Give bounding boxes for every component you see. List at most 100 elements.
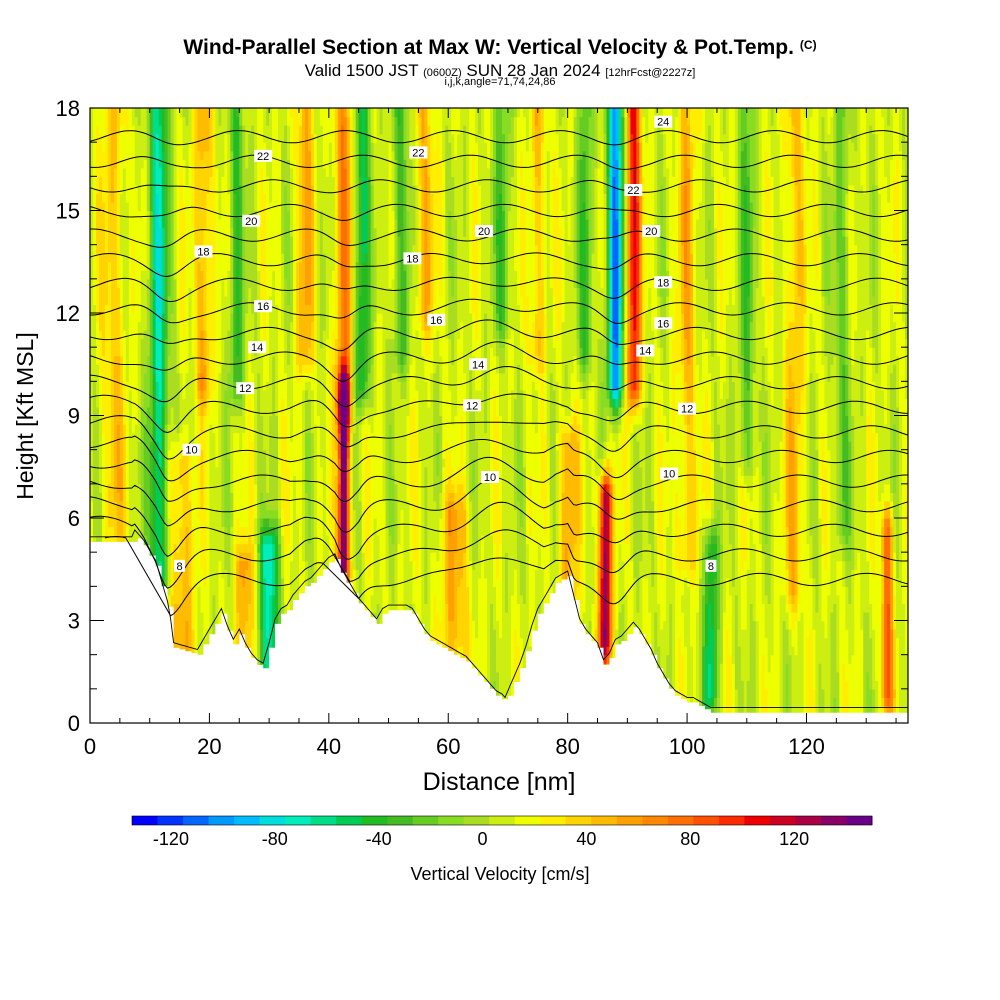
velocity-cell [167,193,172,203]
velocity-cell [152,253,157,263]
velocity-cell [110,535,115,545]
velocity-cell [140,295,145,306]
velocity-cell [104,261,109,271]
velocity-cell [95,330,100,340]
velocity-cell [185,372,190,382]
velocity-cell [170,210,175,220]
velocity-cell [185,184,190,195]
velocity-cell [104,193,109,203]
velocity-cell [143,253,148,263]
velocity-cell [134,398,139,408]
velocity-cell [146,518,151,528]
velocity-cell [110,347,115,357]
velocity-cell [182,287,187,297]
velocity-cell [110,210,115,220]
velocity-cell [161,560,166,570]
velocity-cell [92,304,97,314]
velocity-cell [176,569,181,579]
velocity-cell [92,159,97,169]
velocity-cell [110,381,115,391]
velocity-cell [137,236,142,246]
velocity-cell [194,466,199,476]
velocity-cell [191,398,196,408]
velocity-cell [101,116,106,126]
velocity-cell [116,475,121,485]
velocity-cell [182,321,187,331]
velocity-cell [194,278,199,288]
velocity-cell [92,441,97,451]
velocity-cell [95,372,100,382]
velocity-cell [128,304,133,314]
velocity-cell [137,466,142,476]
velocity-cell [101,210,106,220]
velocity-cell [170,295,175,306]
velocity-cell [176,594,181,605]
velocity-cell [137,458,142,468]
velocity-cell [92,108,97,118]
velocity-cell [173,270,178,280]
velocity-cell [152,347,157,357]
velocity-cell [95,398,100,408]
velocity-cell [98,167,103,177]
velocity-cell [149,466,154,476]
velocity-cell [125,261,130,271]
velocity-cell [179,321,184,331]
velocity-cell [90,449,94,459]
velocity-cell [95,219,100,229]
velocity-cell [90,526,94,536]
velocity-cell [119,133,124,143]
velocity-cell [179,432,184,442]
velocity-cell [131,415,136,425]
velocity-cell [113,338,118,348]
velocity-cell [182,500,187,511]
velocity-cell [182,526,187,536]
velocity-cell [122,406,127,417]
velocity-cell [140,449,145,459]
velocity-cell [173,586,178,596]
velocity-cell [188,389,193,400]
velocity-cell [95,313,100,323]
velocity-cell [140,287,145,297]
velocity-cell [140,389,145,400]
velocity-cell [128,466,133,476]
velocity-cell [116,372,121,382]
velocity-cell [188,287,193,297]
velocity-cell [143,355,148,365]
velocity-cell [116,449,121,459]
velocity-cell [185,398,190,408]
velocity-cell [158,526,163,536]
velocity-cell [116,424,121,434]
velocity-cell [188,500,193,511]
velocity-cell [188,278,193,288]
velocity-cell [98,253,103,263]
velocity-cell [134,159,139,169]
velocity-cell [92,389,97,400]
velocity-cell [149,176,154,186]
velocity-cell [90,108,94,118]
velocity-cell [179,347,184,357]
velocity-cell [188,219,193,229]
velocity-cell [104,475,109,485]
velocity-cell [137,330,142,340]
velocity-cell [149,159,154,169]
velocity-cell [170,509,175,519]
velocity-cell [188,518,193,528]
velocity-cell [113,261,118,271]
velocity-cell [125,227,130,237]
velocity-cell [194,330,199,340]
velocity-cell [191,372,196,382]
velocity-cell [191,236,196,246]
velocity-cell [164,159,169,169]
velocity-cell [155,125,160,135]
velocity-cell [116,210,121,220]
velocity-cell [191,150,196,160]
velocity-cell [113,509,118,519]
velocity-cell [122,304,127,314]
velocity-cell [98,509,103,519]
velocity-cell [98,347,103,357]
velocity-cell [113,432,118,442]
velocity-cell [149,142,154,152]
velocity-cell [155,424,160,434]
velocity-cell [131,167,136,177]
velocity-cell [119,518,124,528]
